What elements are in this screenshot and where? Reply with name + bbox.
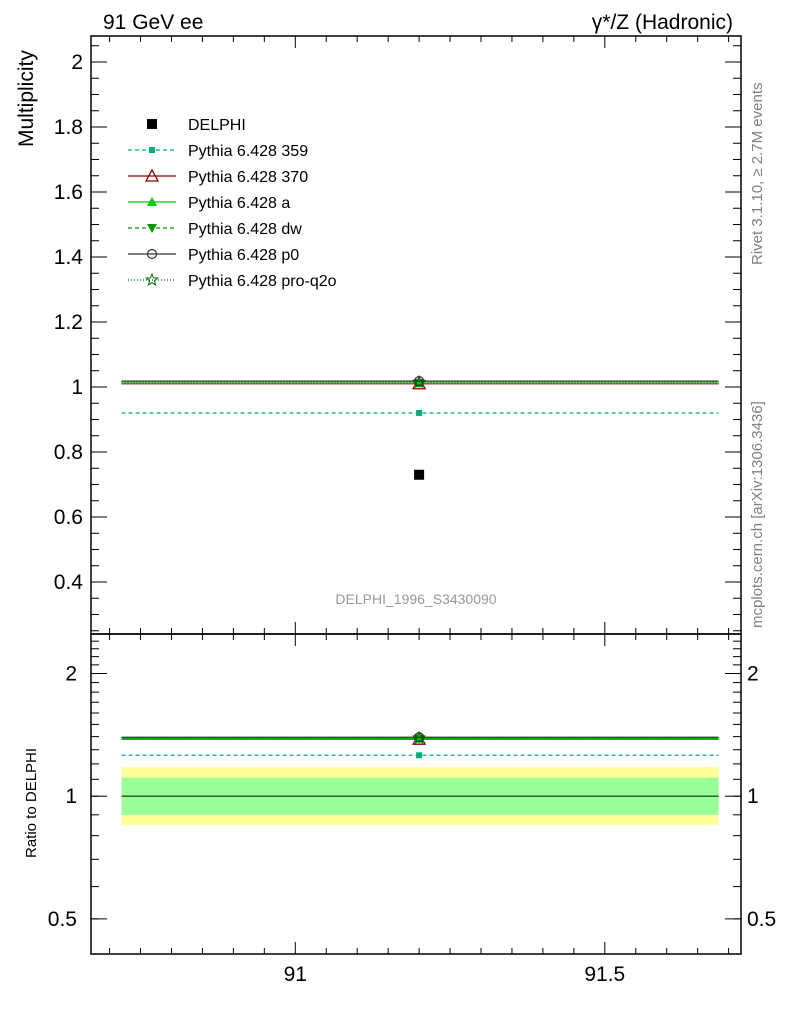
ratio-ylabel: Ratio to DELPHI	[23, 748, 40, 858]
y-tick-label: 2	[71, 51, 83, 74]
y-tick-label: 1.4	[54, 246, 84, 269]
rivet-version-label: Rivet 3.1.10, ≥ 2.7M events	[749, 83, 766, 266]
ratio-y-tick-label-right: 1	[747, 785, 759, 808]
legend: DELPHI Pythia 6.428 359 Pythia 6.428 370 Py…	[128, 117, 337, 290]
main-ylabel: Multiplicity	[15, 50, 38, 147]
legend-label-p370: Pythia 6.428 370	[188, 169, 308, 186]
main-plot: 0.4 0.6 0.8 1 1.2 1.4 1.6 1.8 2	[54, 35, 742, 635]
legend-label-dw: Pythia 6.428 dw	[188, 221, 302, 238]
y-tick-label: 1	[71, 376, 83, 399]
y-tick-label: 0.6	[54, 506, 83, 529]
legend-label-p359: Pythia 6.428 359	[188, 143, 308, 160]
ratio-y-tick-label: 1	[65, 785, 77, 808]
data-point-p0	[413, 376, 425, 387]
legend-marker-p359	[149, 147, 155, 153]
legend-label-p0: Pythia 6.428 p0	[188, 247, 299, 264]
legend-marker-dw	[147, 224, 157, 233]
analysis-id-label: DELPHI_1996_S3430090	[335, 591, 496, 607]
legend-label-proq2o: Pythia 6.428 pro-q2o	[188, 273, 337, 290]
y-tick-label: 1.8	[54, 116, 83, 139]
ratio-plot-frame	[90, 633, 742, 955]
ratio-y-tick-label-right: 0.5	[747, 908, 776, 931]
y-tick-label: 1.2	[54, 311, 83, 334]
legend-label-delphi: DELPHI	[188, 117, 246, 134]
ratio-y-tick-label: 2	[65, 662, 77, 685]
data-point-p359	[416, 410, 423, 416]
legend-marker-proq2o	[145, 272, 159, 287]
y-tick-label: 0.4	[54, 571, 84, 594]
legend-marker-a	[147, 197, 157, 206]
y-tick-label: 0.8	[54, 441, 83, 464]
legend-marker-p370	[144, 168, 160, 182]
x-tick-label: 91	[284, 963, 307, 986]
y-tick-label: 1.6	[54, 181, 83, 204]
plot-title-right: γ*/Z (Hadronic)	[592, 11, 733, 34]
data-point-delphi	[414, 469, 425, 480]
ratio-point-p0	[413, 732, 425, 743]
ratio-y-tick-label: 0.5	[48, 908, 77, 931]
ratio-point-p359	[416, 752, 423, 759]
legend-label-a: Pythia 6.428 a	[188, 195, 290, 212]
mcplots-label: mcplots.cern.ch [arXiv:1306.3436]	[749, 401, 766, 628]
plot-title-left: 91 GeV ee	[103, 11, 203, 34]
ratio-y-tick-label-right: 2	[747, 662, 759, 685]
legend-marker-delphi	[147, 119, 157, 129]
ratio-plot: 91 91.5 0.5 0.5 1 1 2 2	[48, 633, 776, 986]
legend-marker-p0	[146, 248, 158, 260]
x-tick-label: 91.5	[584, 963, 625, 986]
